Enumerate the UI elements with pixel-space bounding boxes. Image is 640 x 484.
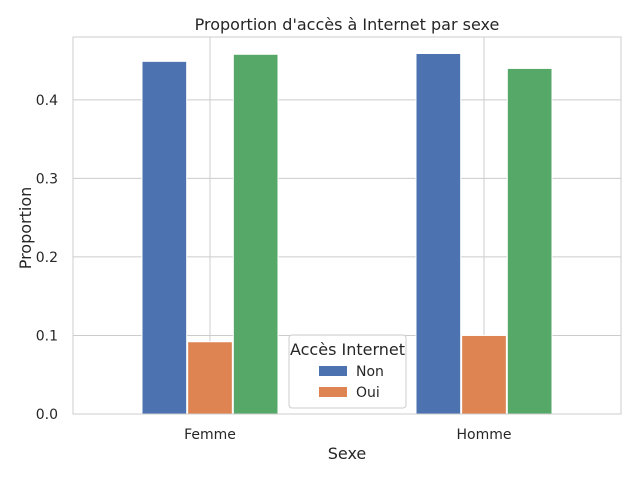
y-tick-label: 0.4	[36, 93, 58, 109]
y-tick-label: 0.0	[36, 407, 58, 423]
chart-title: Proportion d'accès à Internet par sexe	[195, 15, 500, 34]
legend-label-non: Non	[356, 364, 384, 380]
plot-frame	[72, 36, 622, 415]
legend-label-oui: Oui	[356, 385, 380, 401]
x-axis-label: Sexe	[328, 444, 367, 463]
y-tick-label: 0.2	[36, 250, 58, 266]
bar-non-homme	[415, 52, 462, 415]
bar-non-femme	[141, 60, 188, 415]
legend-box	[288, 334, 407, 409]
legend-swatch-non	[319, 366, 347, 376]
y-tick-label: 0.1	[36, 328, 58, 344]
bar-oui-homme	[461, 334, 507, 415]
bar-oui-femme	[187, 341, 233, 415]
y-tick-label: 0.3	[36, 171, 58, 187]
y-axis-label: Proportion	[16, 187, 35, 270]
bar-series-3-femme	[232, 53, 279, 415]
legend-swatch-oui	[319, 387, 347, 397]
bars-layer	[141, 52, 553, 415]
legend: Accès Internet Non Oui	[288, 334, 407, 409]
bar-series-3-homme	[506, 67, 553, 415]
x-tick-label: Femme	[184, 427, 236, 443]
legend-title: Accès Internet	[290, 340, 405, 359]
axes-layer: 0.0 0.1 0.2 0.3 0.4 Femme Homme	[36, 36, 622, 443]
x-tick-label: Homme	[457, 427, 512, 443]
